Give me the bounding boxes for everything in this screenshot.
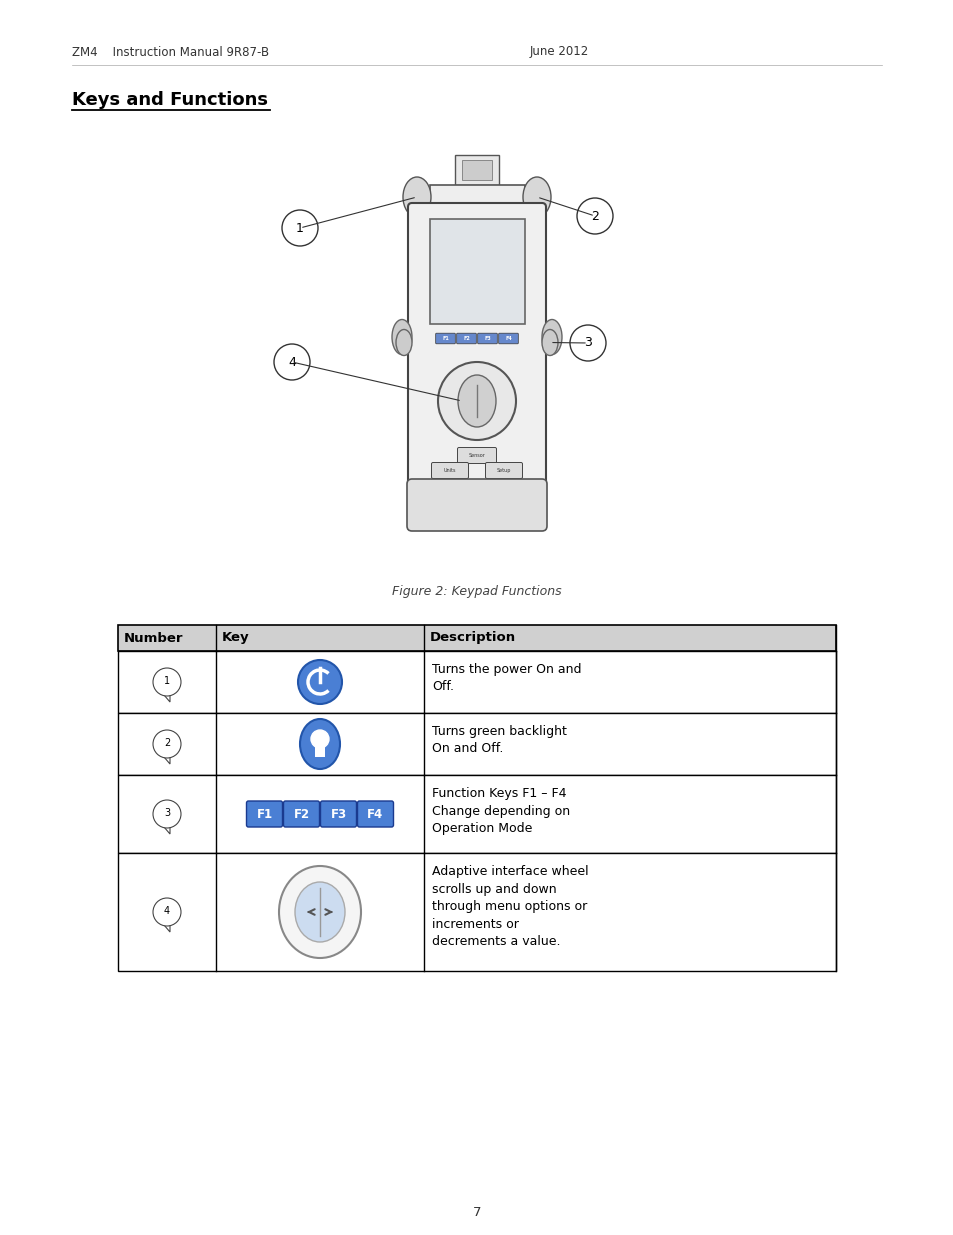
Text: 2: 2 <box>591 210 598 222</box>
Text: Turns the power On and
Off.: Turns the power On and Off. <box>432 663 581 694</box>
Ellipse shape <box>294 882 345 942</box>
Circle shape <box>152 800 181 827</box>
FancyBboxPatch shape <box>246 802 282 827</box>
Text: Setup: Setup <box>497 468 511 473</box>
Bar <box>455 156 498 185</box>
FancyBboxPatch shape <box>456 333 476 343</box>
Text: 2: 2 <box>164 739 170 748</box>
Circle shape <box>282 210 317 246</box>
Circle shape <box>152 898 181 926</box>
FancyBboxPatch shape <box>408 203 545 521</box>
FancyBboxPatch shape <box>407 479 546 531</box>
FancyBboxPatch shape <box>431 462 468 478</box>
Circle shape <box>152 668 181 697</box>
Text: Keys and Functions: Keys and Functions <box>71 91 268 109</box>
Circle shape <box>297 659 341 704</box>
Text: F1: F1 <box>441 336 449 341</box>
Text: ZM4    Instruction Manual 9R87-B: ZM4 Instruction Manual 9R87-B <box>71 46 269 58</box>
Polygon shape <box>164 695 170 701</box>
Ellipse shape <box>299 719 339 769</box>
Polygon shape <box>164 757 170 764</box>
FancyBboxPatch shape <box>498 333 517 343</box>
Text: June 2012: June 2012 <box>530 46 589 58</box>
Bar <box>118 853 835 971</box>
FancyBboxPatch shape <box>485 462 522 478</box>
Text: 4: 4 <box>164 906 170 916</box>
Bar <box>314 742 325 757</box>
Text: 7: 7 <box>473 1207 480 1219</box>
FancyBboxPatch shape <box>283 802 319 827</box>
FancyBboxPatch shape <box>320 802 356 827</box>
FancyBboxPatch shape <box>457 447 496 463</box>
Bar <box>118 713 835 776</box>
Ellipse shape <box>395 330 412 356</box>
Text: 4: 4 <box>288 356 295 368</box>
Circle shape <box>569 325 605 361</box>
Text: F1: F1 <box>256 808 273 820</box>
Circle shape <box>311 730 329 748</box>
Text: Figure 2: Keypad Functions: Figure 2: Keypad Functions <box>392 585 561 599</box>
Text: Adaptive interface wheel
scrolls up and down
through menu options or
increments : Adaptive interface wheel scrolls up and … <box>432 864 588 948</box>
Text: Number: Number <box>124 631 183 645</box>
Text: Sensor: Sensor <box>468 453 485 458</box>
Polygon shape <box>164 827 170 834</box>
Ellipse shape <box>437 362 516 440</box>
Circle shape <box>152 730 181 758</box>
Bar <box>461 161 492 180</box>
Ellipse shape <box>457 375 496 427</box>
FancyBboxPatch shape <box>477 333 497 343</box>
Ellipse shape <box>522 177 551 217</box>
Bar <box>430 219 524 324</box>
Text: F2: F2 <box>462 336 470 341</box>
Text: Key: Key <box>222 631 250 645</box>
FancyBboxPatch shape <box>436 333 455 343</box>
Ellipse shape <box>541 320 561 354</box>
Polygon shape <box>164 925 170 932</box>
Text: F4: F4 <box>367 808 383 820</box>
Bar <box>118 776 835 853</box>
Ellipse shape <box>541 330 558 356</box>
Bar <box>430 185 524 207</box>
Ellipse shape <box>402 177 431 217</box>
Text: 1: 1 <box>164 676 170 685</box>
Text: F4: F4 <box>504 336 512 341</box>
Text: F2: F2 <box>294 808 309 820</box>
Bar <box>118 651 835 713</box>
Text: Units: Units <box>443 468 456 473</box>
Bar <box>118 625 835 651</box>
Ellipse shape <box>392 320 412 354</box>
Circle shape <box>577 198 613 233</box>
FancyBboxPatch shape <box>357 802 393 827</box>
Text: 3: 3 <box>164 808 170 818</box>
Text: Turns green backlight
On and Off.: Turns green backlight On and Off. <box>432 725 566 756</box>
Text: 1: 1 <box>295 221 304 235</box>
Text: F3: F3 <box>483 336 491 341</box>
Text: F3: F3 <box>330 808 346 820</box>
Text: 3: 3 <box>583 336 591 350</box>
Circle shape <box>274 345 310 380</box>
Ellipse shape <box>278 866 360 958</box>
Text: Description: Description <box>430 631 516 645</box>
Text: Function Keys F1 – F4
Change depending on
Operation Mode: Function Keys F1 – F4 Change depending o… <box>432 787 570 835</box>
